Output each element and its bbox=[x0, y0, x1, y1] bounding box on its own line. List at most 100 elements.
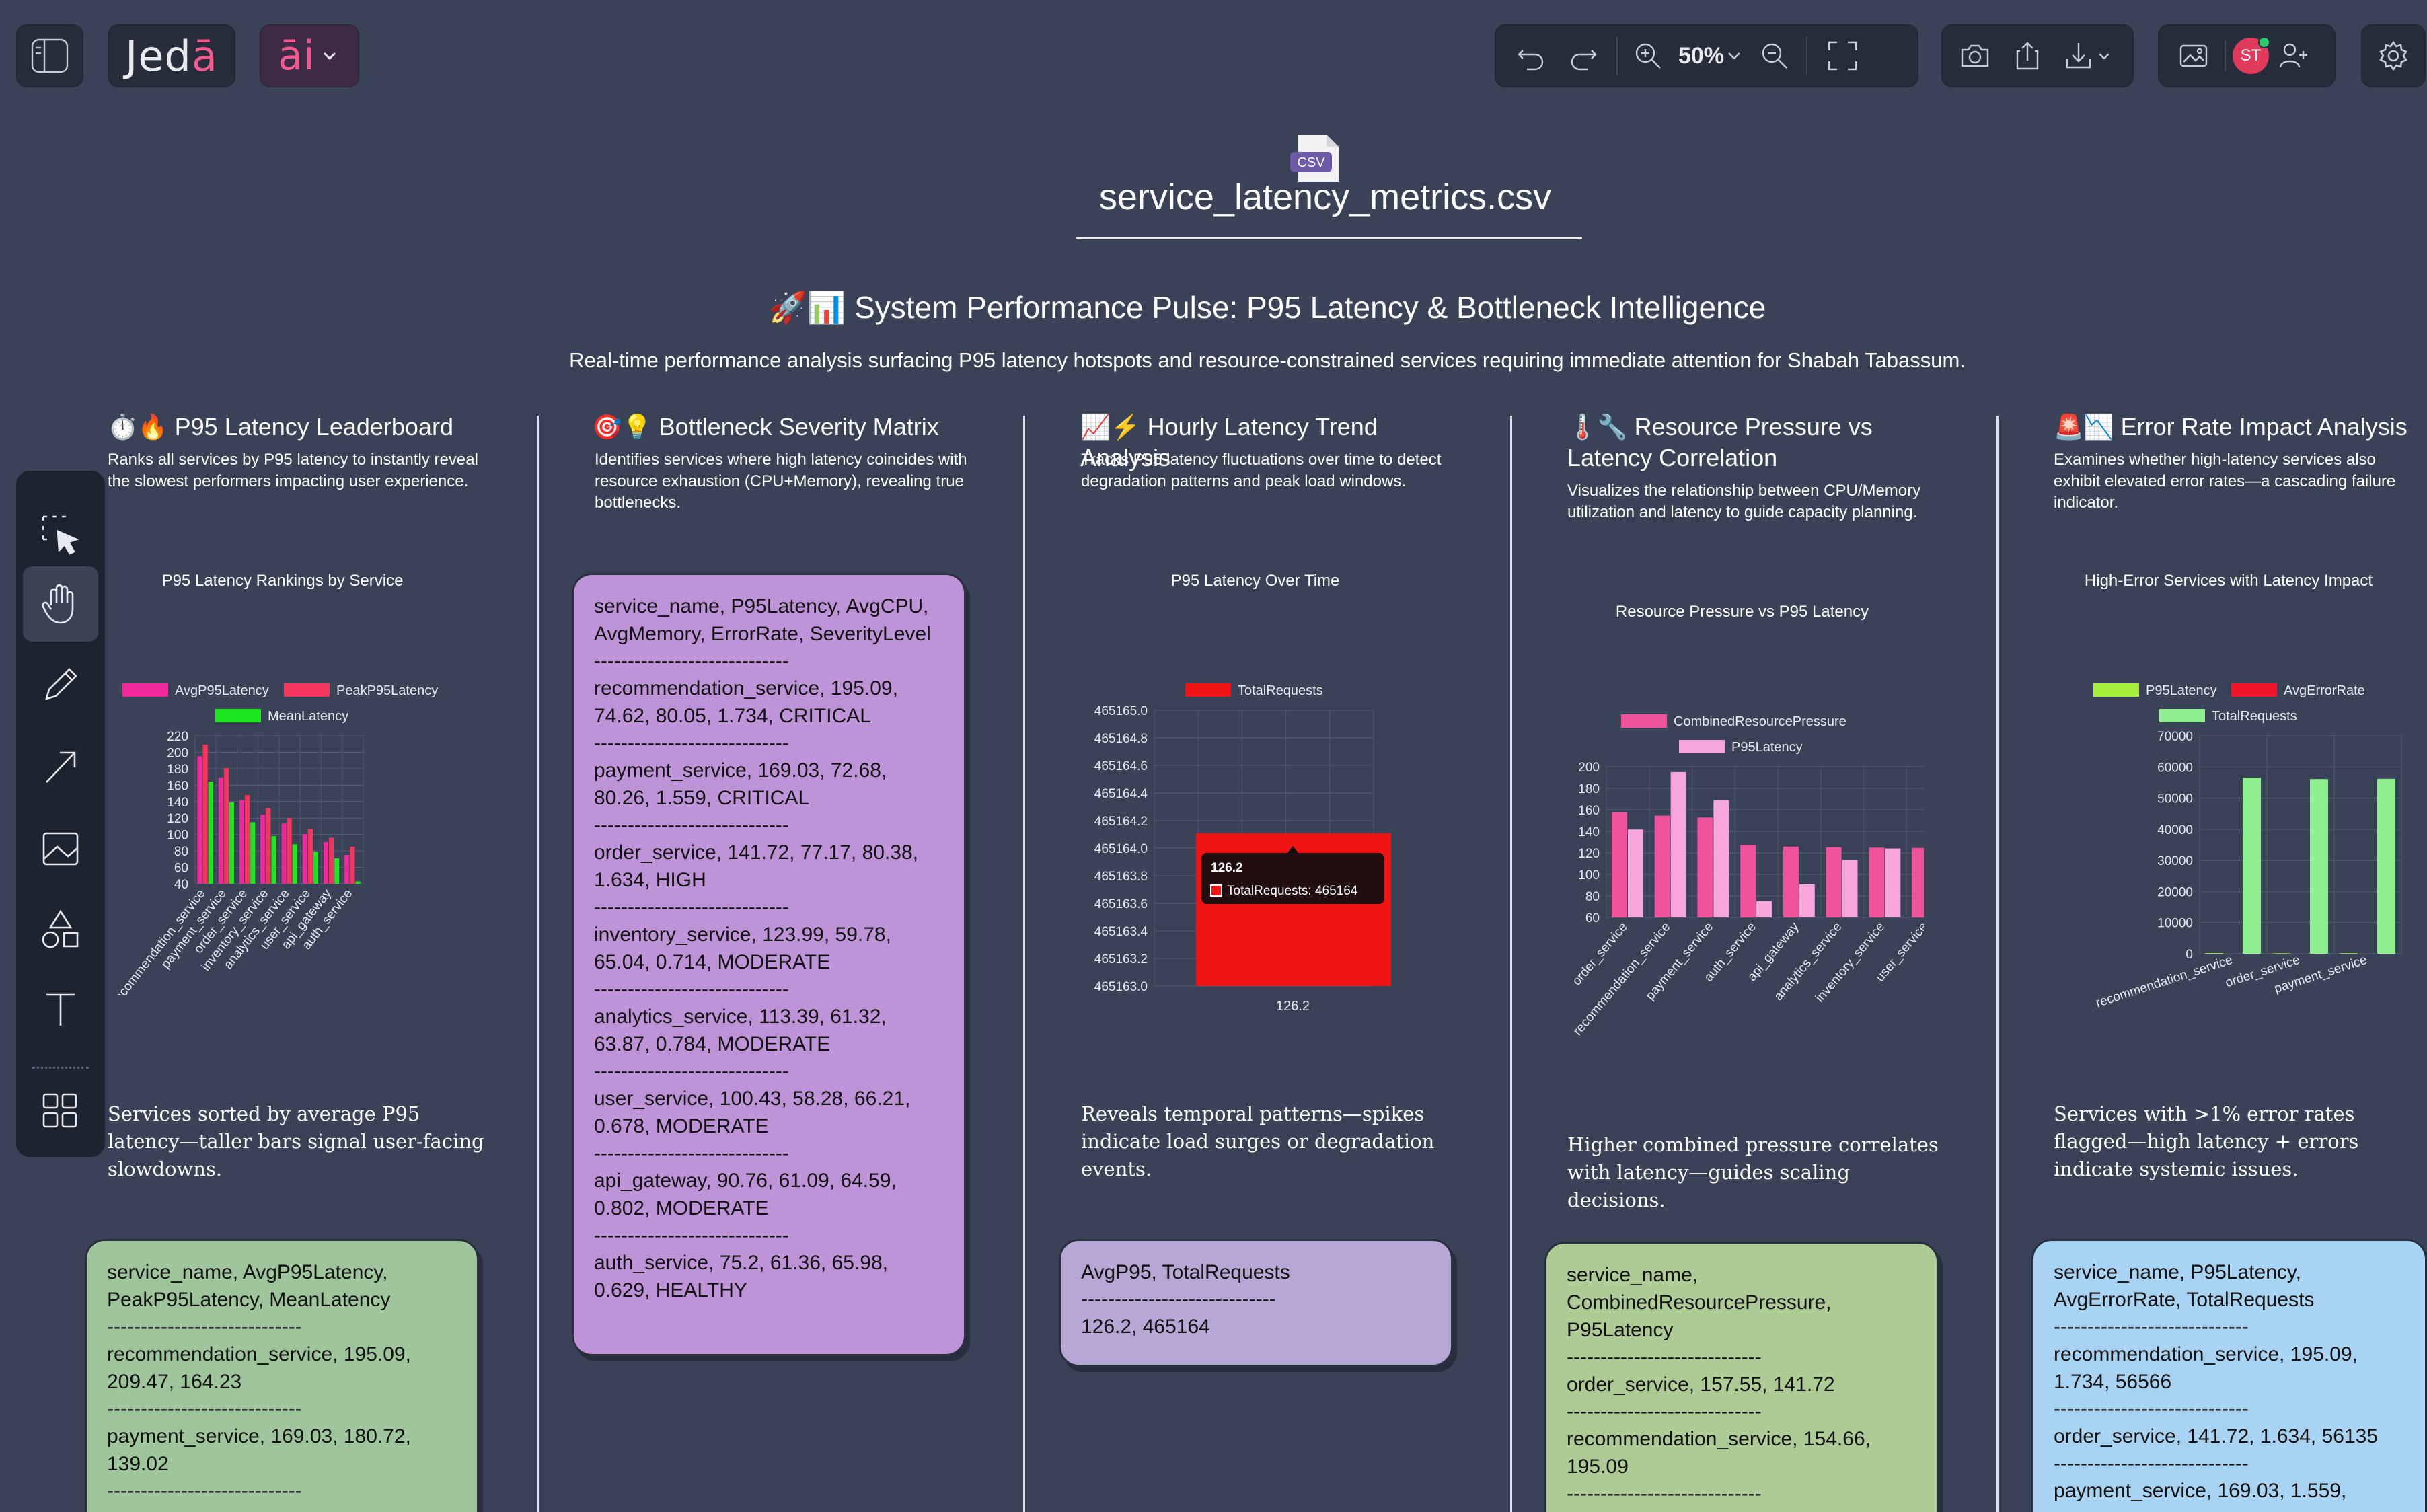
redo-icon bbox=[1571, 50, 1597, 71]
settings-button[interactable] bbox=[2361, 24, 2426, 87]
y-tick-label: 80 bbox=[174, 845, 188, 859]
shapes-tool[interactable] bbox=[23, 892, 98, 967]
download-menu-button[interactable] bbox=[2054, 24, 2121, 87]
arrow-tool[interactable] bbox=[23, 729, 98, 804]
y-tick-label: 0 bbox=[2186, 948, 2193, 962]
bar bbox=[292, 844, 297, 884]
bar bbox=[1627, 829, 1643, 917]
latency-trend-chart: 465163.0 465163.2 465163.4 465163.6 465163.8… bbox=[1094, 683, 1391, 1014]
image-icon bbox=[42, 832, 79, 866]
file-name[interactable]: service_latency_metrics.csv bbox=[1098, 177, 1552, 217]
y-tick-label: 20000 bbox=[2157, 885, 2193, 899]
pencil-tool[interactable] bbox=[23, 647, 98, 722]
select-icon bbox=[42, 515, 79, 555]
y-tick-label: 40000 bbox=[2157, 823, 2193, 837]
card-header-row: service_name, CombinedResourcePressure, … bbox=[1567, 1264, 1837, 1341]
ai-logo: āi bbox=[278, 32, 315, 79]
y-tick-label: 120 bbox=[167, 812, 188, 826]
y-tick-label: 100 bbox=[167, 829, 188, 843]
section-description: Ranks all services by P95 latency to ins… bbox=[108, 451, 478, 490]
y-tick-label: 120 bbox=[1578, 847, 1600, 861]
card-header-row: service_name, AvgP95Latency, PeakP95Late… bbox=[107, 1261, 394, 1311]
hand-tool[interactable] bbox=[23, 566, 98, 642]
zoom-out-icon bbox=[1762, 43, 1787, 69]
chart-title: P95 Latency Rankings by Service bbox=[161, 572, 404, 590]
section-description: Tracks P95 latency fluctuations over tim… bbox=[1081, 451, 1442, 490]
section-title: 🎯💡 Bottleneck Severity Matrix bbox=[592, 413, 939, 441]
bar bbox=[271, 836, 276, 884]
card-row: recommendation_service, 195.09, 1.734, 5… bbox=[2054, 1343, 2364, 1393]
text-tool[interactable] bbox=[23, 971, 98, 1047]
bar bbox=[350, 847, 355, 884]
card-row: api_gateway, 90.76, 61.09, 64.59, 0.802,… bbox=[594, 1170, 903, 1219]
divider bbox=[1806, 36, 1807, 75]
y-tick-label: 60 bbox=[174, 862, 188, 876]
user-avatar[interactable]: ST bbox=[2233, 36, 2270, 74]
bar bbox=[1869, 847, 1885, 917]
ai-menu-button[interactable]: āi bbox=[260, 24, 359, 87]
chart-title: High-Error Services with Latency Impact bbox=[2084, 572, 2373, 590]
card-row: 126.2, 465164 bbox=[1081, 1316, 1210, 1338]
bar bbox=[1756, 901, 1772, 917]
card-row: auth_service, 75.2, 61.36, 65.98, 0.629,… bbox=[594, 1252, 894, 1301]
chevron-down-icon bbox=[323, 52, 336, 61]
avatar-initials: ST bbox=[2240, 46, 2262, 65]
bar bbox=[202, 744, 208, 884]
page-title: 🚀📊 System Performance Pulse: P95 Latency… bbox=[768, 290, 1766, 325]
bar bbox=[2243, 778, 2261, 954]
legend-swatch bbox=[1679, 740, 1725, 753]
x-tick-label: recommendation_service bbox=[2094, 953, 2234, 1011]
present-button[interactable] bbox=[2169, 24, 2218, 87]
view-controls: 50% bbox=[1495, 24, 1918, 87]
screenshot-button[interactable] bbox=[1949, 24, 2001, 87]
tooltip-swatch bbox=[1210, 884, 1222, 897]
export-controls bbox=[1941, 24, 2134, 87]
bar bbox=[2340, 953, 2358, 954]
card-row: payment_service, 169.03, 1.559, bbox=[2054, 1480, 2347, 1502]
pencil-icon bbox=[45, 668, 77, 700]
components-tool[interactable] bbox=[23, 1073, 98, 1149]
divider bbox=[2225, 40, 2226, 71]
card-header-row: service_name, P95Latency, AvgCPU, AvgMem… bbox=[594, 595, 934, 645]
row-separator: ----------------------------- bbox=[107, 1398, 302, 1420]
add-user-button[interactable] bbox=[2269, 24, 2317, 87]
bar bbox=[1670, 771, 1686, 917]
chevron-down-icon bbox=[1728, 52, 1740, 60]
bar bbox=[313, 852, 319, 884]
card-row: user_service, 100.43, 58.28, 66.21, 0.67… bbox=[594, 1088, 916, 1137]
csv-file-icon: CSV bbox=[1290, 135, 1339, 182]
section-description: Identifies services where high latency c… bbox=[595, 451, 967, 512]
sidebar-toggle-button[interactable] bbox=[16, 24, 83, 87]
share-button[interactable] bbox=[2001, 24, 2054, 87]
card-row: payment_service, 169.03, 72.68, 80.26, 1… bbox=[594, 759, 893, 809]
chart-note: Higher combined pressure correlates with… bbox=[1567, 1133, 1939, 1211]
row-separator: ----------------------------- bbox=[107, 1480, 302, 1502]
select-tool[interactable] bbox=[23, 498, 98, 573]
data-card: service_name, CombinedResourcePressure, … bbox=[1544, 1242, 1939, 1512]
resource-pressure-chart: 60 80 100 120 140 160 180 200 CombinedResourcePr… bbox=[1570, 714, 1924, 1038]
latency-leaderboard-chart: 40 60 80 100 120 140 160 180 200 220 AvgP95Latency… bbox=[114, 683, 438, 995]
zoom-in-button[interactable] bbox=[1625, 24, 1672, 87]
logo-button[interactable]: Jedā bbox=[108, 24, 235, 87]
row-separator: ----------------------------- bbox=[2054, 1316, 2249, 1338]
y-tick-label: 200 bbox=[1578, 761, 1600, 775]
zoom-level-select[interactable]: 50% bbox=[1672, 24, 1751, 87]
y-tick-label: 160 bbox=[1578, 804, 1600, 818]
legend-swatch bbox=[215, 709, 261, 722]
y-tick-label: 220 bbox=[167, 730, 188, 744]
section-title: 📈⚡ Hourly Latency Trend Analysis bbox=[1080, 413, 1378, 471]
redo-button[interactable] bbox=[1557, 24, 1610, 87]
undo-button[interactable] bbox=[1505, 24, 1557, 87]
fit-screen-button[interactable] bbox=[1816, 24, 1869, 87]
column-divider bbox=[1023, 416, 1025, 1512]
y-tick-label: 465164.8 bbox=[1094, 732, 1148, 746]
bar bbox=[1799, 884, 1815, 917]
image-tool[interactable] bbox=[23, 811, 98, 886]
row-separator: ----------------------------- bbox=[107, 1316, 302, 1338]
bar bbox=[1611, 812, 1627, 917]
y-tick-label: 465164.4 bbox=[1094, 787, 1148, 801]
bar bbox=[344, 854, 350, 884]
bar bbox=[281, 823, 287, 884]
divider bbox=[1616, 36, 1618, 75]
zoom-out-button[interactable] bbox=[1751, 24, 1798, 87]
